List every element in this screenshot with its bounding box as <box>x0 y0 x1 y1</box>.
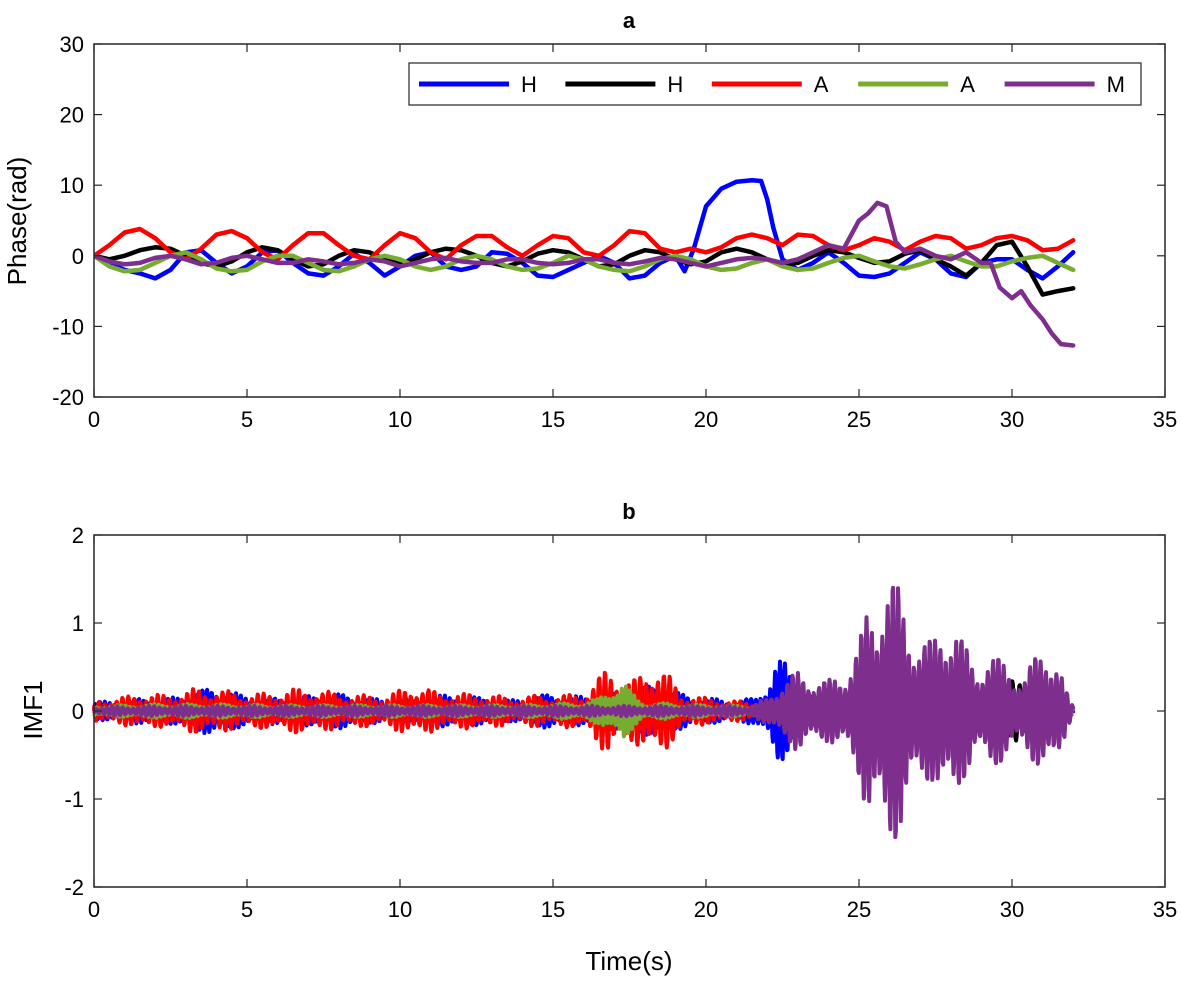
panel-b-x-tick-label: 15 <box>541 897 565 922</box>
panel-b-x-tick-label: 10 <box>388 897 412 922</box>
panel-a-y-tick-label: 0 <box>72 244 84 269</box>
panel-a-x-tick-label: 20 <box>694 407 718 432</box>
panel-b-x-tick-label: 5 <box>241 897 253 922</box>
panel-a-y-tick-label: -20 <box>52 385 84 410</box>
panel-a-x-tick-label: 5 <box>241 407 253 432</box>
panel-a-y-tick-label: 10 <box>60 173 84 198</box>
panel-a-x-tick-label: 25 <box>847 407 871 432</box>
panel-b-x-tick-label: 35 <box>1153 897 1177 922</box>
panel-b-plot-frame <box>93 534 1166 888</box>
panel-a-y-tick-label: -10 <box>52 314 84 339</box>
legend-label-2: H <box>667 72 683 97</box>
panel-a-x-tick-label: 0 <box>88 407 100 432</box>
panel-a-x-tick-label: 30 <box>1000 407 1024 432</box>
panel-b-y-axis-label: IMF1 <box>18 680 48 739</box>
panel-b-x-tick-label: 0 <box>88 897 100 922</box>
panel-a-y-tick-label: 20 <box>60 103 84 128</box>
panel-b-y-tick-label: -2 <box>64 875 84 900</box>
legend-label-1: H <box>521 72 537 97</box>
panel-a-y-axis-label: Phase(rad) <box>2 157 32 286</box>
panel-a-series-line-5 <box>94 200 1076 348</box>
panel-a-series-layer <box>94 178 1076 348</box>
panel-a-x-tick-label: 10 <box>388 407 412 432</box>
panel-a-plot-frame <box>93 43 1166 398</box>
panel-a-x-tick-label: 35 <box>1153 407 1177 432</box>
panel-b-y-tick-label: -1 <box>64 787 84 812</box>
panel-b-x-tick-label: 30 <box>1000 897 1024 922</box>
panel-a-series-line-3 <box>94 226 1076 262</box>
panel-b-y-tick-label: 2 <box>72 523 84 548</box>
panel-b-x-axis-label: Time(s) <box>585 946 672 976</box>
panel-b: b IMF1 Time(s) 0 5 10 15 20 25 30 35 -2 -1 0 1 2 <box>18 499 1177 976</box>
legend-label-5: M <box>1107 72 1125 97</box>
panel-a-ticks-layer: 0 5 10 15 20 25 30 35 -20 -10 0 10 20 30 <box>52 32 1177 432</box>
panel-a-x-tick-label: 15 <box>541 407 565 432</box>
panel-b-x-tick-label: 20 <box>694 897 718 922</box>
panel-b-title: b <box>622 499 635 524</box>
panel-b-series-layer <box>92 585 1076 840</box>
legend-label-4: A <box>960 72 975 97</box>
panel-a-y-tick-label: 30 <box>60 32 84 57</box>
panel-b-y-tick-label: 0 <box>72 699 84 724</box>
panel-b-series-line-5 <box>92 585 1076 840</box>
legend-label-3: A <box>814 72 829 97</box>
panel-a: a Phase(rad) 0 5 10 15 20 25 30 35 -20 -10 0 10 20 30… <box>2 8 1177 432</box>
panel-a-title: a <box>623 8 636 33</box>
panel-b-y-tick-label: 1 <box>72 611 84 636</box>
panel-b-x-tick-label: 25 <box>847 897 871 922</box>
